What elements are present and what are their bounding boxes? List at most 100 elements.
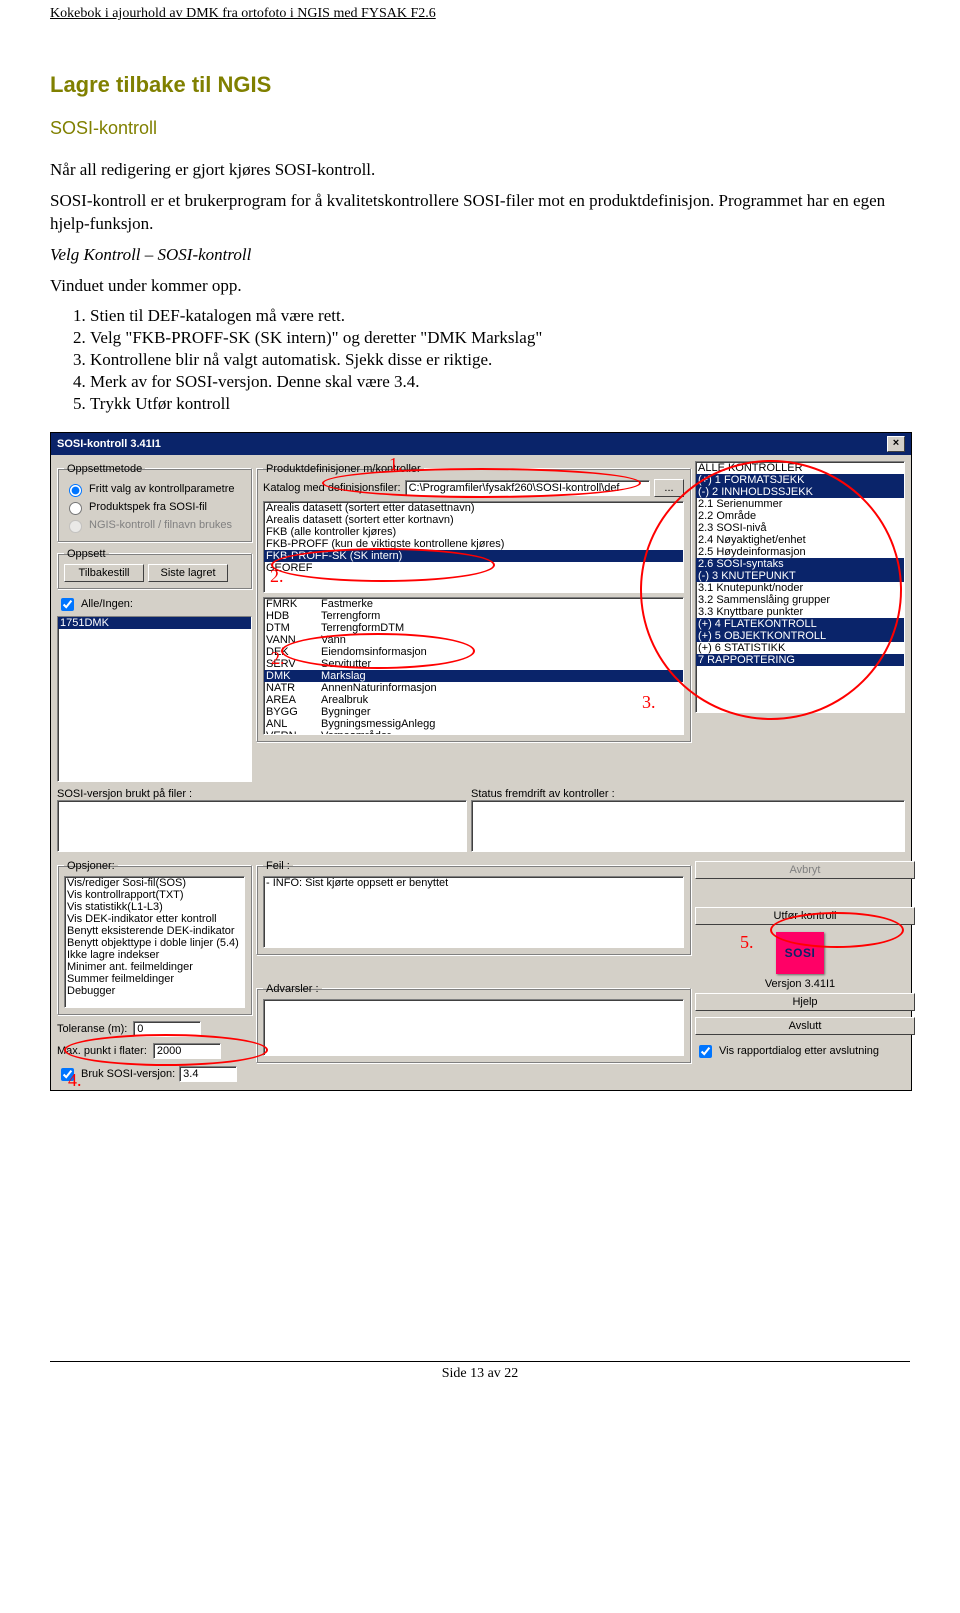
types-label[interactable]: BygningsmessigAnlegg	[319, 718, 683, 730]
types-code[interactable]: DEK	[264, 646, 319, 658]
types-label[interactable]: Arealbruk	[319, 694, 683, 706]
list-item[interactable]: FKB (alle kontroller kjøres)	[264, 526, 683, 538]
alle-ingen-label: Alle/Ingen:	[81, 598, 133, 610]
feil-list[interactable]: - INFO: Sist kjørte oppsett er benyttet	[263, 876, 684, 948]
types-label[interactable]: Bygninger	[319, 706, 683, 718]
types-code[interactable]: AREA	[264, 694, 319, 706]
oppsett-fieldset: Oppsett Tilbakestill Siste lagret	[57, 548, 252, 589]
types-label[interactable]: Markslag	[319, 670, 683, 682]
kontroll-item[interactable]: (+) 5 OBJEKTKONTROLL	[696, 630, 904, 642]
types-code[interactable]: SERV	[264, 658, 319, 670]
types-label[interactable]: Terrengform	[319, 610, 683, 622]
avbryt-button[interactable]: Avbryt	[695, 861, 915, 879]
types-label[interactable]: TerrengformDTM	[319, 622, 683, 634]
hjelp-button[interactable]: Hjelp	[695, 993, 915, 1011]
types-code[interactable]: VERN	[264, 730, 319, 735]
opsjoner-list[interactable]: Vis/rediger Sosi-fil(SOS)Vis kontrollrap…	[64, 876, 245, 1008]
kontroll-item[interactable]: (-) 3 KNUTEPUNKT	[696, 570, 904, 582]
sosi-kontroll-dialog: SOSI-kontroll 3.41I1 × Oppsettmetode Fri…	[50, 432, 912, 1091]
radio-fritt-valg[interactable]	[69, 484, 82, 497]
radio-ngis-label: NGIS-kontroll / filnavn brukes	[89, 519, 232, 531]
kontroller-list[interactable]: ALLE KONTROLLER(+) 1 FORMATSJEKK(-) 2 IN…	[695, 461, 905, 713]
kontroll-item[interactable]: 3.2 Sammenslåing grupper	[696, 594, 904, 606]
files-list-item-selected[interactable]: 1751DMK	[58, 617, 251, 629]
opsjon-item[interactable]: Vis statistikk(L1-L3)	[65, 901, 244, 913]
kontroll-item[interactable]: 2.6 SOSI-syntaks	[696, 558, 904, 570]
opsjon-item[interactable]: Benytt objekttype i doble linjer (5.4)	[65, 937, 244, 949]
types-code[interactable]: VANN	[264, 634, 319, 646]
list-item-selected[interactable]: FKB-PROFF-SK (SK intern)	[264, 550, 683, 562]
step-4: Merk av for SOSI-versjon. Denne skal vær…	[90, 372, 910, 392]
types-label[interactable]: Verneområder	[319, 730, 683, 735]
maxpunkt-input[interactable]: 2000	[153, 1043, 221, 1059]
list-item[interactable]: FKB-PROFF (kun de viktigste kontrollene …	[264, 538, 683, 550]
alle-ingen-checkbox[interactable]	[61, 598, 74, 611]
kontroll-item[interactable]: 2.2 Område	[696, 510, 904, 522]
kontroll-item[interactable]: 7 RAPPORTERING	[696, 654, 904, 666]
types-code[interactable]: DTM	[264, 622, 319, 634]
utfor-kontroll-button[interactable]: Utfør kontroll	[695, 907, 915, 925]
list-item[interactable]: Arealis datasett (sortert etter kortnavn…	[264, 514, 683, 526]
bruksosi-checkbox[interactable]	[61, 1068, 74, 1081]
katalog-input[interactable]: C:\Programfiler\fysakf260\SOSI-kontroll\…	[405, 480, 650, 496]
produktdef-legend: Produktdefinisjoner m/kontroller	[263, 463, 424, 475]
opsjon-item[interactable]: Debugger	[65, 985, 244, 997]
advarsler-list[interactable]	[263, 999, 684, 1056]
types-label[interactable]: Eiendomsinformasjon	[319, 646, 683, 658]
kontroll-item[interactable]: 3.1 Knutepunkt/noder	[696, 582, 904, 594]
types-label[interactable]: Vann	[319, 634, 683, 646]
opsjon-item[interactable]: Benytt eksisterende DEK-indikator	[65, 925, 244, 937]
avslutt-button[interactable]: Avslutt	[695, 1017, 915, 1035]
kontroll-item[interactable]: 2.5 Høydeinformasjon	[696, 546, 904, 558]
opsjon-item[interactable]: Ikke lagre indekser	[65, 949, 244, 961]
opsjon-item[interactable]: Vis/rediger Sosi-fil(SOS)	[65, 877, 244, 889]
katalog-label: Katalog med definisjonsfiler:	[263, 482, 401, 494]
types-code[interactable]: ANL	[264, 718, 319, 730]
kontroll-item[interactable]: (+) 1 FORMATSJEKK	[696, 474, 904, 486]
oppsett-legend: Oppsett	[64, 548, 109, 560]
kontroll-item[interactable]: ALLE KONTROLLER	[696, 462, 904, 474]
opsjon-item[interactable]: Vis DEK-indikator etter kontroll	[65, 913, 244, 925]
proddef-list[interactable]: Arealis datasett (sortert etter datasett…	[263, 501, 684, 593]
types-list[interactable]: FMRKFastmerkeHDBTerrengformDTMTerrengfor…	[263, 597, 684, 735]
middle-column: Produktdefinisjoner m/kontroller Katalog…	[256, 461, 691, 782]
kontroll-item[interactable]: (+) 6 STATISTIKK	[696, 642, 904, 654]
screenshot-region: 1. 2. 2. 3. 4. 5. SOSI-kontroll 3.41I1 ×…	[50, 432, 910, 1091]
toleranse-input[interactable]: 0	[133, 1021, 201, 1037]
types-label[interactable]: Servitutter	[319, 658, 683, 670]
sosi-logo-icon: SOSI	[776, 932, 824, 974]
types-code[interactable]: FMRK	[264, 598, 319, 610]
list-item[interactable]: Arealis datasett (sortert etter datasett…	[264, 502, 683, 514]
radio-produktspek[interactable]	[69, 502, 82, 515]
types-code[interactable]: HDB	[264, 610, 319, 622]
dialog-titlebar: SOSI-kontroll 3.41I1 ×	[51, 433, 911, 455]
opsjon-item[interactable]: Minimer ant. feilmeldinger	[65, 961, 244, 973]
radio-ngis[interactable]	[69, 520, 82, 533]
bruksosi-input[interactable]: 3.4	[179, 1066, 237, 1082]
kontroll-item[interactable]: (+) 4 FLATEKONTROLL	[696, 618, 904, 630]
kontroll-item[interactable]: 2.4 Nøyaktighet/enhet	[696, 534, 904, 546]
siste-lagret-button[interactable]: Siste lagret	[148, 564, 228, 582]
close-icon[interactable]: ×	[887, 436, 905, 452]
types-label[interactable]: AnnenNaturinformasjon	[319, 682, 683, 694]
kontroll-item[interactable]: (-) 2 INNHOLDSSJEKK	[696, 486, 904, 498]
advarsler-legend: Advarsler :	[263, 983, 322, 995]
list-item[interactable]: GEOREF	[264, 562, 683, 574]
files-list[interactable]: 1751DMK	[57, 616, 252, 782]
visrapport-checkbox[interactable]	[699, 1045, 712, 1058]
kontroll-item[interactable]: 3.3 Knyttbare punkter	[696, 606, 904, 618]
types-code[interactable]: BYGG	[264, 706, 319, 718]
sosi-versjon-box[interactable]	[57, 800, 467, 852]
paragraph-1: Når all redigering er gjort kjøres SOSI-…	[50, 159, 910, 182]
opsjon-item[interactable]: Vis kontrollrapport(TXT)	[65, 889, 244, 901]
kontroll-item[interactable]: 2.3 SOSI-nivå	[696, 522, 904, 534]
opsjon-item[interactable]: Summer feilmeldinger	[65, 973, 244, 985]
types-label[interactable]: Fastmerke	[319, 598, 683, 610]
browse-button[interactable]: ...	[654, 479, 684, 497]
tilbakestill-button[interactable]: Tilbakestill	[64, 564, 144, 582]
kontroll-item[interactable]: 2.1 Serienummer	[696, 498, 904, 510]
types-code[interactable]: NATR	[264, 682, 319, 694]
types-code[interactable]: DMK	[264, 670, 319, 682]
radio-fritt-valg-label: Fritt valg av kontrollparametre	[89, 483, 235, 495]
status-label: Status fremdrift av kontroller :	[471, 788, 905, 800]
